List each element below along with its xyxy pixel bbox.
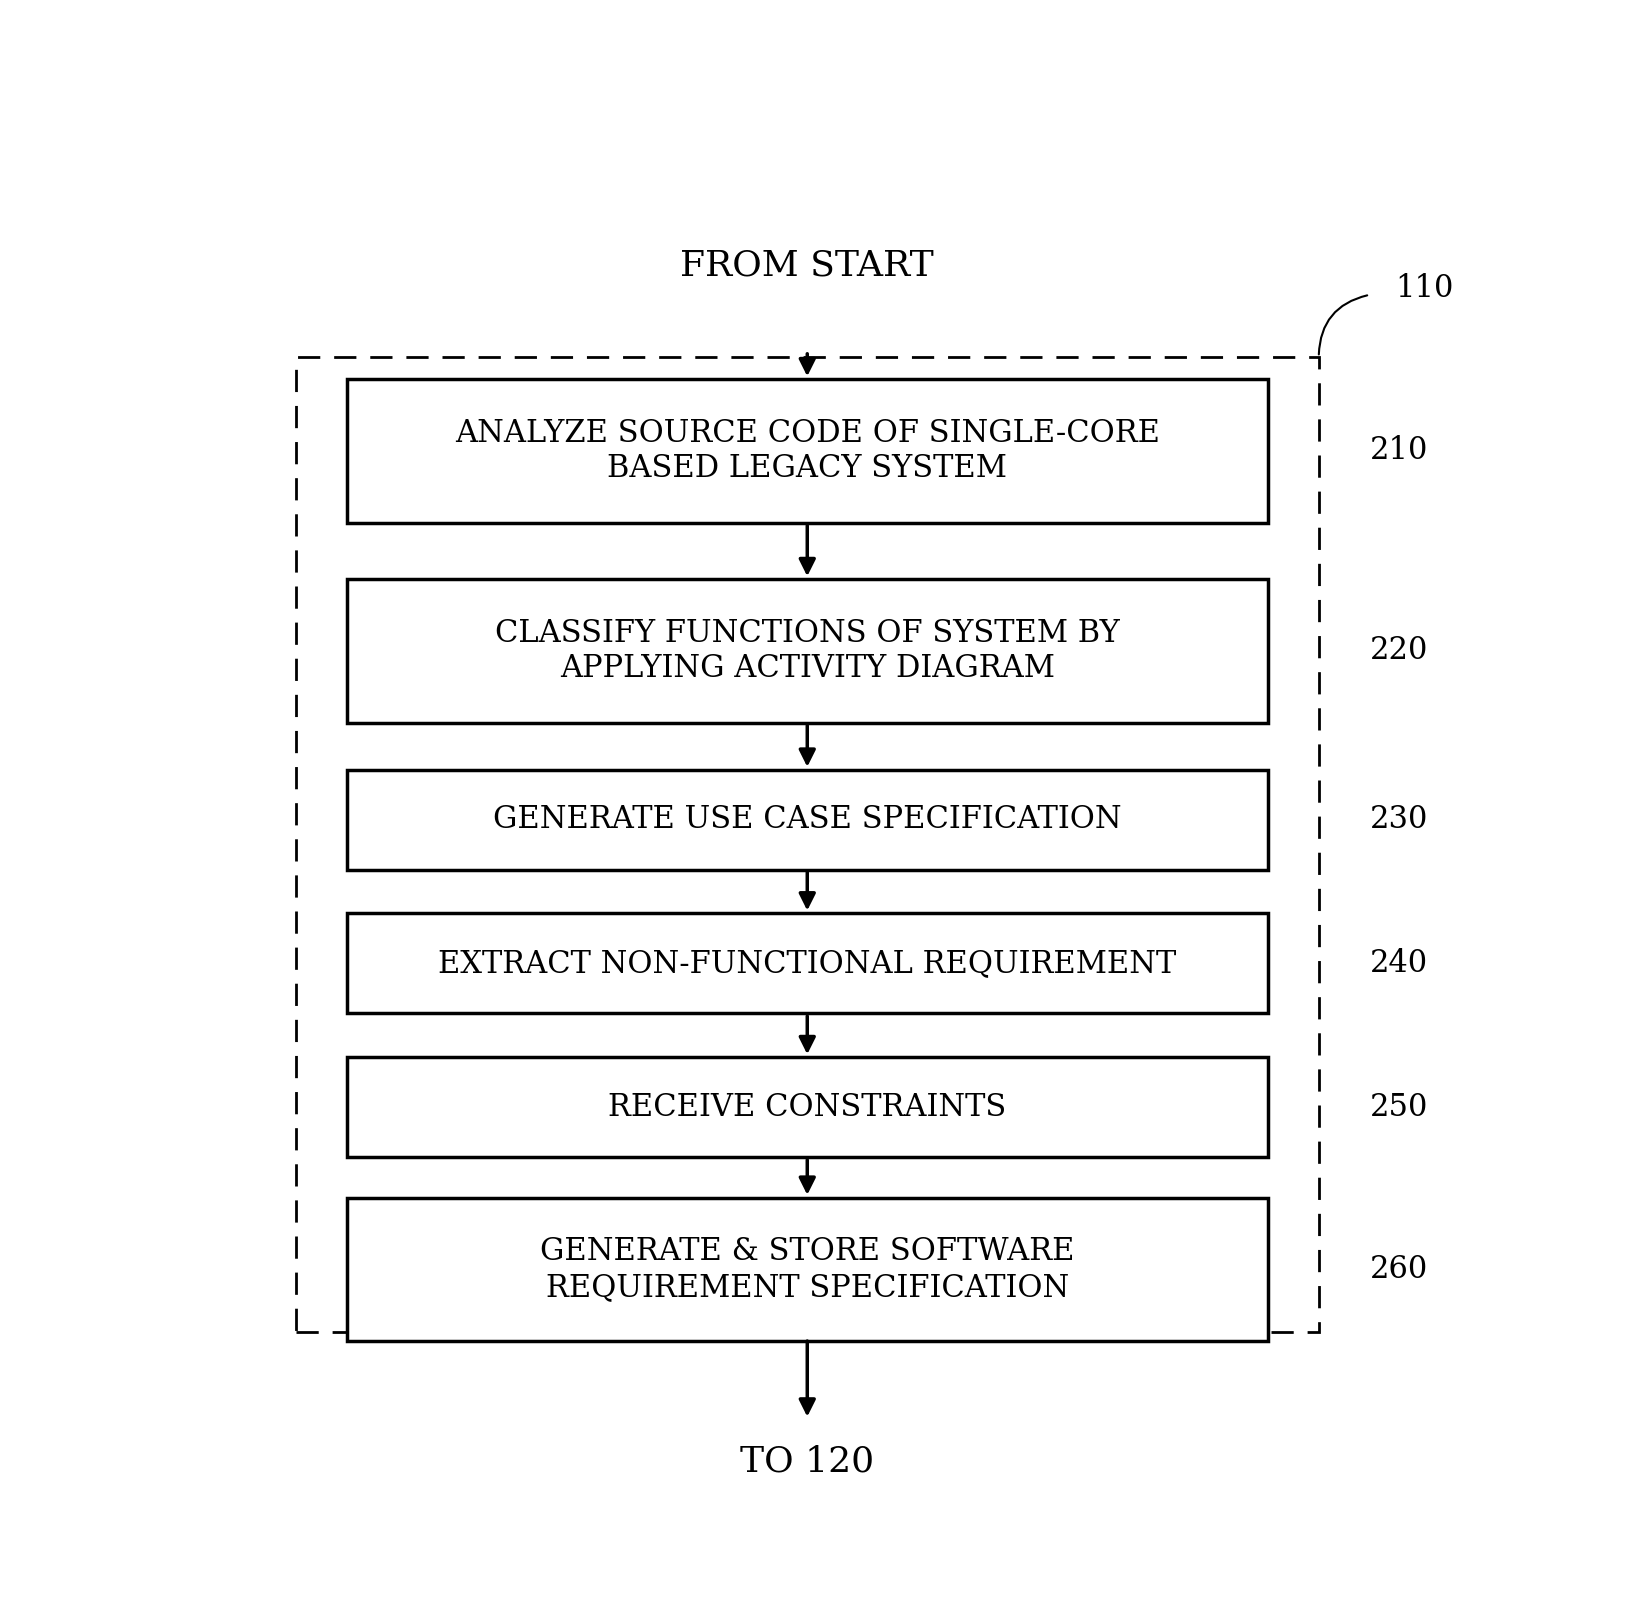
Text: RECEIVE CONSTRAINTS: RECEIVE CONSTRAINTS bbox=[609, 1092, 1006, 1123]
Text: 240: 240 bbox=[1370, 948, 1427, 979]
Bar bbox=[346, 1198, 1267, 1341]
Bar bbox=[346, 1057, 1267, 1157]
Text: TO 120: TO 120 bbox=[741, 1444, 874, 1479]
Text: EXTRACT NON-FUNCTIONAL REQUIREMENT: EXTRACT NON-FUNCTIONAL REQUIREMENT bbox=[439, 948, 1176, 979]
Text: ANALYZE SOURCE CODE OF SINGLE-CORE
BASED LEGACY SYSTEM: ANALYZE SOURCE CODE OF SINGLE-CORE BASED… bbox=[455, 417, 1160, 484]
Text: 250: 250 bbox=[1370, 1092, 1429, 1123]
Text: GENERATE & STORE SOFTWARE
REQUIREMENT SPECIFICATION: GENERATE & STORE SOFTWARE REQUIREMENT SP… bbox=[540, 1237, 1074, 1303]
Text: 230: 230 bbox=[1370, 803, 1429, 836]
Text: 210: 210 bbox=[1370, 435, 1429, 466]
Bar bbox=[295, 357, 1318, 1332]
Text: GENERATE USE CASE SPECIFICATION: GENERATE USE CASE SPECIFICATION bbox=[493, 803, 1122, 836]
Bar bbox=[346, 769, 1267, 870]
Bar bbox=[346, 380, 1267, 523]
Bar bbox=[346, 579, 1267, 722]
Bar bbox=[346, 914, 1267, 1013]
Text: CLASSIFY FUNCTIONS OF SYSTEM BY
APPLYING ACTIVITY DIAGRAM: CLASSIFY FUNCTIONS OF SYSTEM BY APPLYING… bbox=[495, 617, 1120, 685]
Text: FROM START: FROM START bbox=[680, 248, 934, 282]
Text: 260: 260 bbox=[1370, 1255, 1429, 1285]
Text: 110: 110 bbox=[1396, 273, 1454, 304]
Text: 220: 220 bbox=[1370, 635, 1429, 667]
